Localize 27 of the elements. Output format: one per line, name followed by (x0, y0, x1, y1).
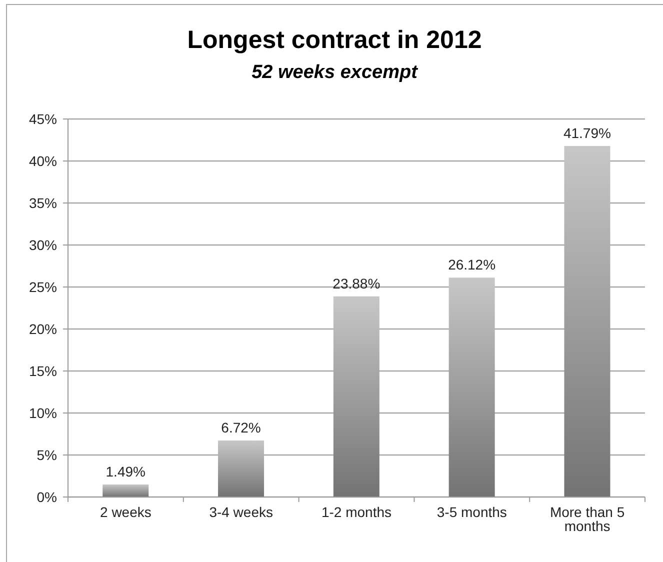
chart-subtitle: 52 weeks excempt (250, 62, 419, 84)
x-tick-label: 1-2 months (321, 504, 392, 520)
data-label: 41.79% (563, 124, 611, 141)
y-tick-label: 10% (28, 404, 57, 421)
x-tick-label: 3-5 months (436, 504, 507, 520)
bar (333, 296, 380, 497)
bar (448, 278, 495, 497)
data-label: 26.12% (448, 256, 496, 273)
y-tick-label: 35% (28, 194, 57, 211)
y-tick-label: 0% (36, 488, 57, 505)
bar (564, 146, 610, 497)
y-tick-label: 40% (28, 152, 57, 169)
y-tick-label: 25% (28, 278, 57, 295)
y-tick-label: 30% (28, 236, 57, 253)
chart-title: Longest contract in 2012 (186, 26, 483, 55)
x-tick-label: More than 5 months (550, 504, 625, 534)
data-label: 6.72% (221, 420, 261, 436)
data-label: 1.49% (106, 463, 146, 480)
y-tick-label: 5% (36, 446, 57, 463)
bar (102, 484, 149, 497)
y-tick-label: 45% (28, 110, 57, 127)
y-tick-label: 15% (28, 362, 57, 379)
bar (218, 440, 264, 497)
data-label: 23.88% (332, 275, 380, 292)
x-tick-label: 3-4 weeks (209, 504, 274, 520)
x-tick-label: 2 weeks (100, 504, 152, 520)
y-tick-label: 20% (28, 320, 57, 337)
